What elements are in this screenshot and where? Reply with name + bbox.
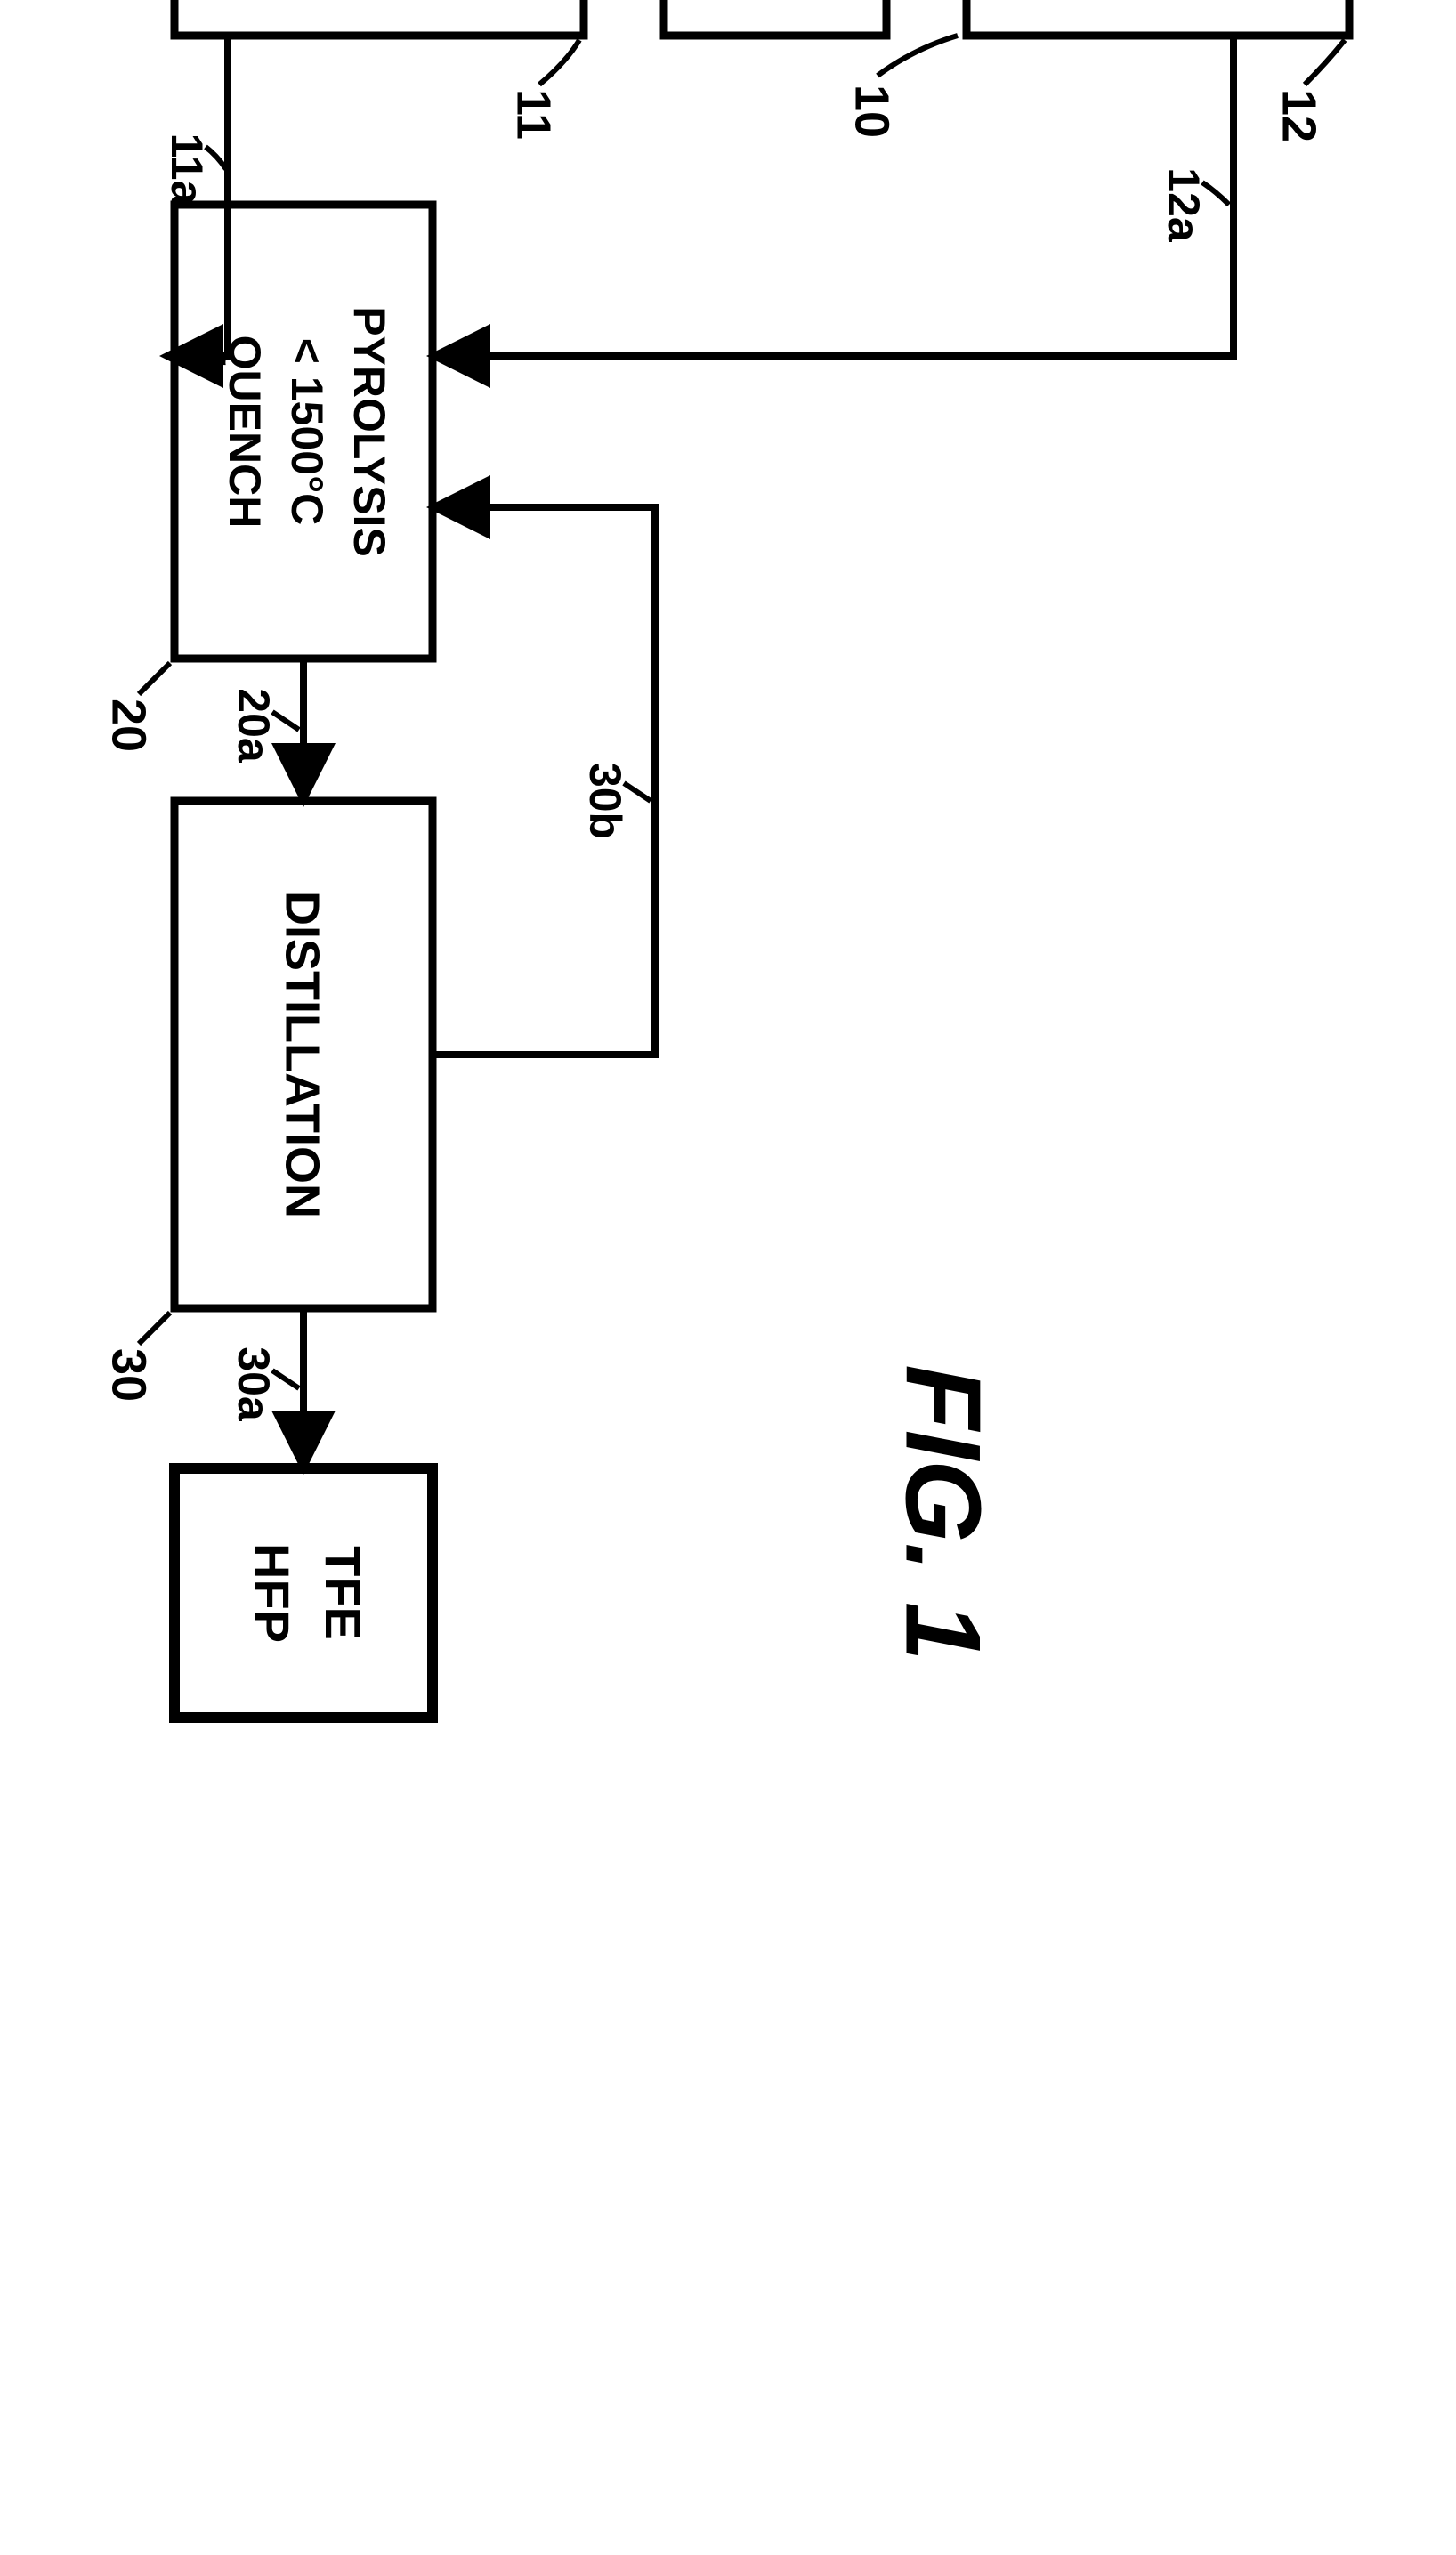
leader-10 bbox=[878, 36, 958, 76]
label-20: 20 bbox=[102, 699, 156, 752]
label-12: 12 bbox=[1273, 89, 1326, 142]
hfp-line: HFP bbox=[244, 1543, 300, 1643]
label-11a: 11a bbox=[162, 133, 212, 206]
flow-12a bbox=[437, 36, 1234, 356]
ecf-box bbox=[664, 0, 886, 36]
label-12a: 12a bbox=[1159, 167, 1209, 243]
distillation-line1: DISTILLATION bbox=[276, 891, 329, 1218]
label-20a: 20a bbox=[229, 688, 279, 764]
label-30b: 30b bbox=[580, 763, 630, 839]
sep-offgas-box bbox=[174, 0, 584, 36]
pyrolysis-line1: PYROLYSIS bbox=[344, 306, 394, 557]
leader-12 bbox=[1305, 40, 1345, 85]
tfe-hfp-box bbox=[174, 1468, 433, 1718]
pyrolysis-line2: < 1500°C bbox=[282, 338, 332, 525]
label-30: 30 bbox=[102, 1348, 156, 1402]
label-30a: 30a bbox=[229, 1346, 279, 1422]
label-11: 11 bbox=[507, 89, 561, 140]
sep-brine-box bbox=[967, 0, 1349, 36]
tfe-line: TFE bbox=[315, 1546, 371, 1640]
leader-20 bbox=[139, 663, 170, 694]
figure-caption: FIG. 1 bbox=[883, 1364, 1002, 1661]
label-10: 10 bbox=[845, 85, 899, 138]
pyrolysis-line3: QUENCH bbox=[220, 336, 270, 529]
leader-11 bbox=[539, 40, 579, 85]
leader-30 bbox=[139, 1313, 170, 1344]
